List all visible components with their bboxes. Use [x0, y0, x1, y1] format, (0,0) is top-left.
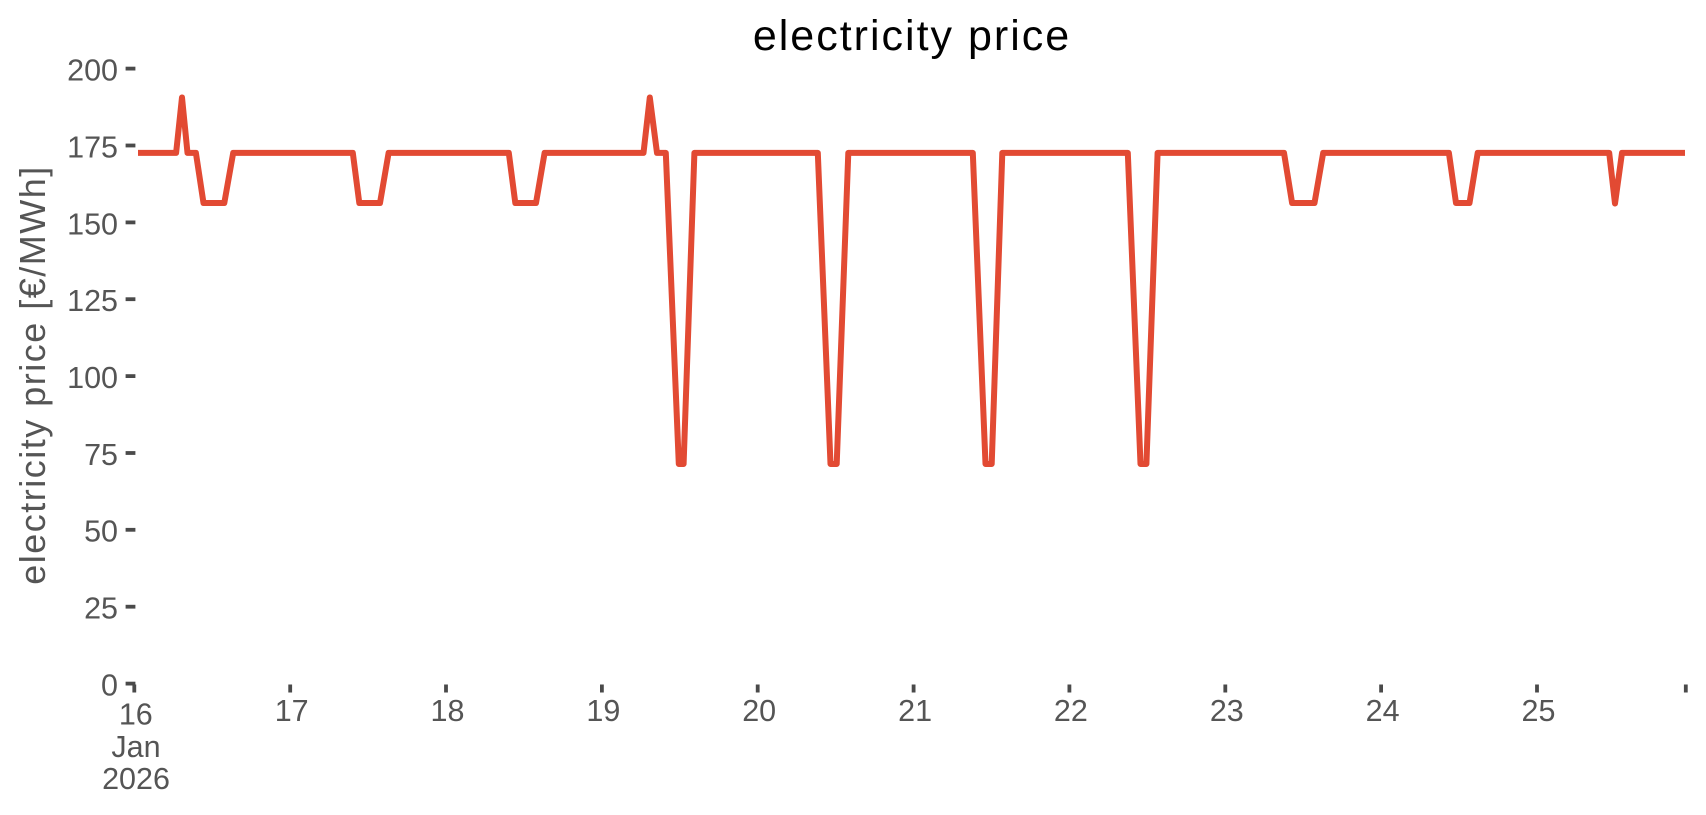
svg-text:2026: 2026	[102, 762, 170, 796]
svg-text:22: 22	[1054, 694, 1088, 728]
svg-text:electricity price [€/MWh]: electricity price [€/MWh]	[12, 165, 53, 585]
svg-text:16: 16	[119, 698, 153, 732]
svg-text:Jan: Jan	[111, 730, 160, 764]
svg-text:19: 19	[586, 694, 620, 728]
svg-text:20: 20	[742, 694, 776, 728]
svg-text:150: 150	[67, 207, 118, 241]
svg-text:18: 18	[431, 694, 465, 728]
svg-text:100: 100	[67, 361, 118, 395]
svg-text:17: 17	[275, 694, 309, 728]
svg-text:175: 175	[67, 130, 118, 164]
svg-text:0: 0	[101, 669, 118, 703]
svg-text:24: 24	[1366, 694, 1400, 728]
svg-text:25: 25	[84, 592, 118, 626]
svg-text:electricity price: electricity price	[753, 12, 1071, 60]
svg-text:50: 50	[84, 515, 118, 549]
svg-text:23: 23	[1210, 694, 1244, 728]
svg-text:200: 200	[67, 54, 118, 88]
svg-text:21: 21	[898, 694, 932, 728]
svg-text:25: 25	[1522, 694, 1556, 728]
svg-text:125: 125	[67, 284, 118, 318]
svg-text:75: 75	[84, 438, 118, 472]
